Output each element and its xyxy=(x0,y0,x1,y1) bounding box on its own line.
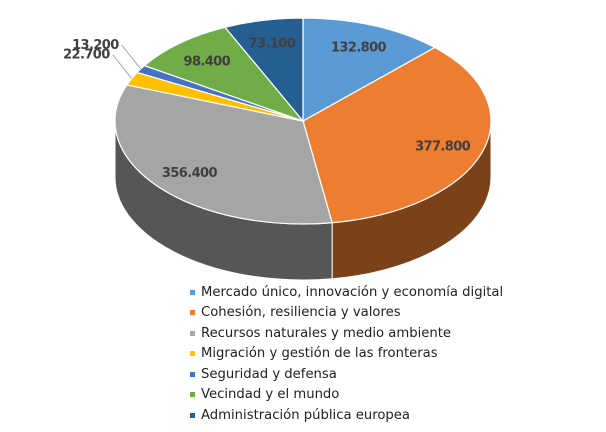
pie-slice-2 xyxy=(114,84,333,225)
legend-item-5: Vecindad y el mundo xyxy=(190,385,520,406)
legend-label-3: Migración y gestión de las fronteras xyxy=(201,346,438,362)
legend-swatch-4 xyxy=(190,371,195,377)
data-label-1: 377.800 xyxy=(415,140,471,155)
legend-item-2: Recursos naturales y medio ambiente xyxy=(190,323,520,344)
legend-swatch-2 xyxy=(190,330,195,336)
legend-item-3: Migración y gestión de las fronteras xyxy=(190,344,520,365)
legend-label-6: Administración pública europea xyxy=(201,407,410,423)
pie-slices xyxy=(114,17,492,225)
legend-swatch-0 xyxy=(190,289,195,295)
legend-label-0: Mercado único, innovación y economía dig… xyxy=(201,284,504,300)
pie-slice-0 xyxy=(302,17,437,123)
pie-slice-5 xyxy=(143,26,305,123)
legend-label-2: Recursos naturales y medio ambiente xyxy=(201,325,451,341)
legend-item-0: Mercado único, innovación y economía dig… xyxy=(190,282,520,303)
legend-swatch-1 xyxy=(190,310,195,316)
legend-item-4: Seguridad y defensa xyxy=(190,364,520,385)
legend-swatch-5 xyxy=(190,392,195,398)
data-label-0: 132.800 xyxy=(331,41,387,56)
legend-label-5: Vecindad y el mundo xyxy=(201,387,340,403)
leader-line-4 xyxy=(121,44,142,70)
data-label-5: 98.400 xyxy=(184,54,231,69)
data-label-4: 13.200 xyxy=(72,38,119,53)
legend-label-4: Seguridad y defensa xyxy=(201,366,337,382)
legend-label-1: Cohesión, resiliencia y valores xyxy=(201,305,401,321)
chart-legend: Mercado único, innovación y economía dig… xyxy=(190,282,520,426)
legend-item-6: Administración pública europea xyxy=(190,405,520,426)
leader-line-3 xyxy=(112,54,133,79)
legend-swatch-3 xyxy=(190,351,195,357)
legend-swatch-6 xyxy=(190,412,195,418)
data-label-3: 22.700 xyxy=(63,48,110,63)
legend-item-1: Cohesión, resiliencia y valores xyxy=(190,303,520,324)
pie-slice-6 xyxy=(223,17,304,123)
data-label-2: 356.400 xyxy=(162,166,218,181)
data-label-6: 73.100 xyxy=(249,37,296,52)
pie-slice-1 xyxy=(302,46,492,224)
